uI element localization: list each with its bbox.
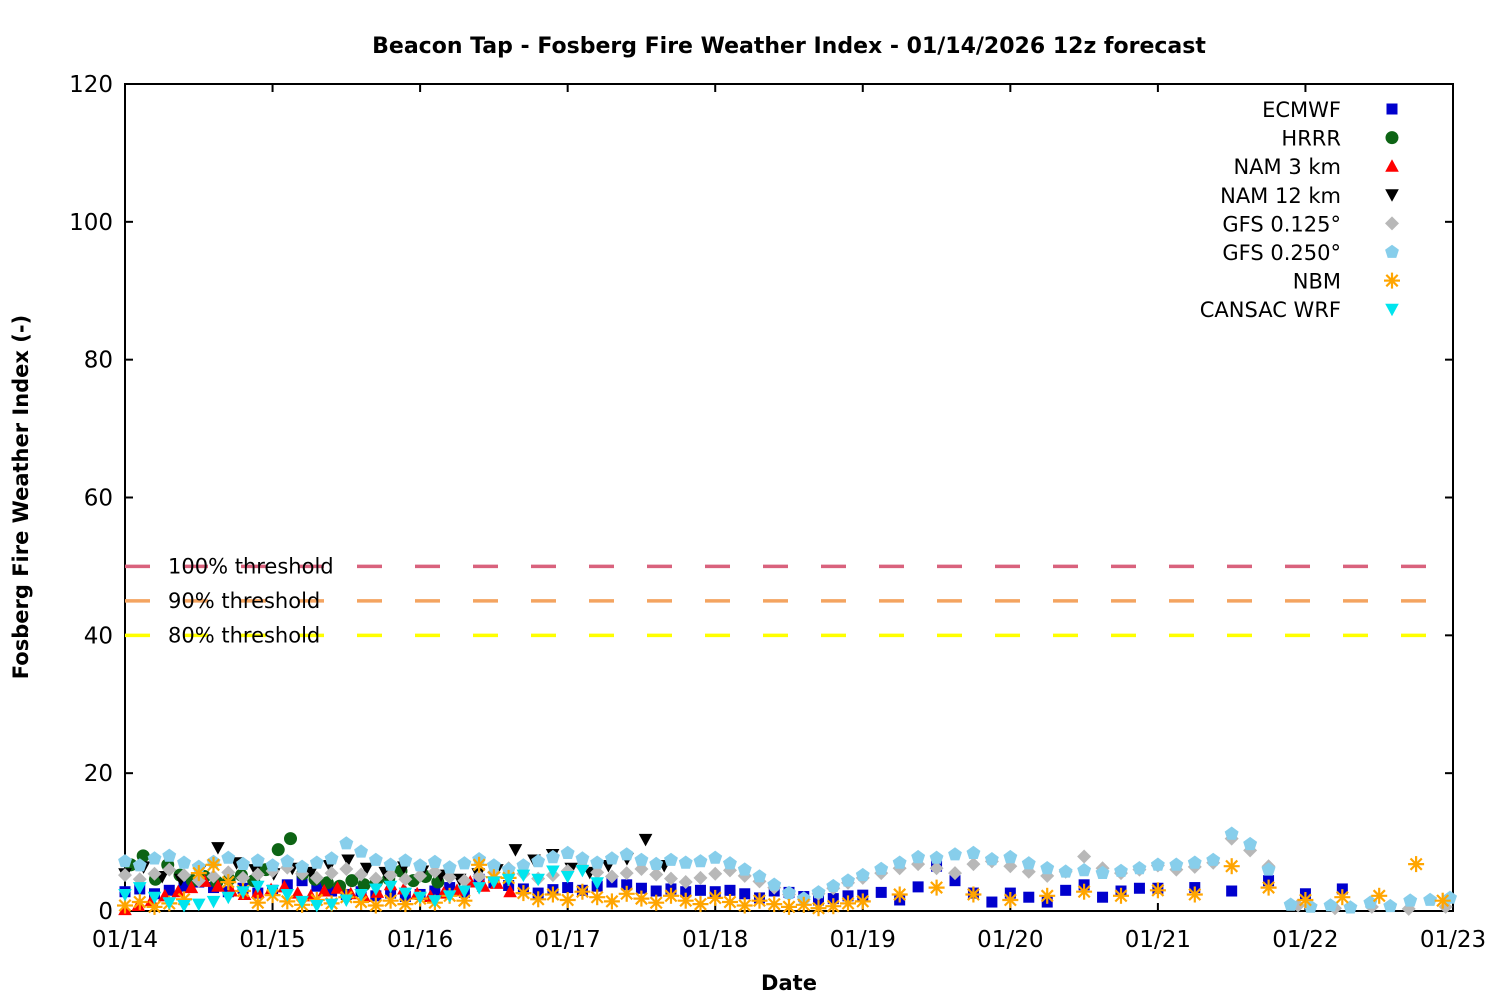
x-tick-label: 01/21	[1125, 927, 1191, 953]
y-tick-label: 120	[69, 72, 113, 98]
y-tick-label: 0	[98, 899, 113, 925]
threshold-80-threshold: 80% threshold	[125, 623, 1453, 647]
threshold-90-threshold: 90% threshold	[125, 589, 1453, 613]
x-tick-label: 01/16	[387, 927, 453, 953]
chart-title: Beacon Tap - Fosberg Fire Weather Index …	[372, 34, 1206, 59]
x-tick-label: 01/22	[1272, 927, 1338, 953]
x-tick-label: 01/17	[535, 927, 601, 953]
legend-item-nam-3-km: NAM 3 km	[1233, 155, 1399, 179]
y-tick-label: 60	[84, 486, 113, 512]
y-tick-label: 20	[84, 761, 113, 787]
series-nbm	[117, 856, 1451, 917]
x-tick-label: 01/23	[1420, 927, 1486, 953]
y-tick-label: 80	[84, 348, 113, 374]
y-tick-label: 40	[84, 623, 113, 649]
legend-label: CANSAC WRF	[1200, 298, 1341, 322]
x-tick-label: 01/18	[682, 927, 748, 953]
legend-item-gfs-0-125-: GFS 0.125°	[1222, 212, 1399, 236]
x-tick-label: 01/20	[977, 927, 1043, 953]
legend-item-cansac-wrf: CANSAC WRF	[1200, 298, 1399, 322]
legend-item-hrrr: HRRR	[1281, 127, 1399, 151]
legend-item-nbm: NBM	[1293, 270, 1400, 294]
legend-label: GFS 0.125°	[1222, 212, 1341, 236]
x-tick-label: 01/15	[239, 927, 305, 953]
legend-label: HRRR	[1281, 127, 1341, 151]
legend-item-nam-12-km: NAM 12 km	[1220, 184, 1399, 208]
y-axis-label: Fosberg Fire Weather Index (-)	[9, 315, 33, 679]
threshold-label: 100% threshold	[168, 554, 334, 578]
x-tick-label: 01/14	[92, 927, 158, 953]
legend: ECMWF HRRR NAM 3 km NAM 12 km GFS 0.125° GFS …	[1200, 98, 1400, 322]
legend-label: NBM	[1293, 270, 1341, 294]
legend-label: NAM 3 km	[1233, 155, 1341, 179]
plot-border	[124, 83, 1454, 912]
legend-item-ecmwf: ECMWF	[1262, 98, 1398, 122]
axis-ticks: 01/14 01/15 01/16 01/17 01/18 01/19 01/20 01/21…	[69, 72, 1486, 953]
threshold-label: 80% threshold	[168, 623, 320, 647]
legend-label: NAM 12 km	[1220, 184, 1341, 208]
y-tick-label: 100	[69, 210, 113, 236]
x-tick-label: 01/19	[830, 927, 896, 953]
x-axis-label: Date	[761, 971, 817, 995]
plot-area: 01/14 01/15 01/16 01/17 01/18 01/19 01/20 01/21…	[69, 72, 1486, 953]
series-cansac-wrf	[118, 864, 604, 913]
legend-label: ECMWF	[1262, 98, 1341, 122]
legend-label: GFS 0.250°	[1222, 241, 1341, 265]
threshold-100-threshold: 100% threshold	[125, 554, 1453, 578]
threshold-label: 90% threshold	[168, 589, 320, 613]
legend-item-gfs-0-250-: GFS 0.250°	[1222, 241, 1399, 265]
